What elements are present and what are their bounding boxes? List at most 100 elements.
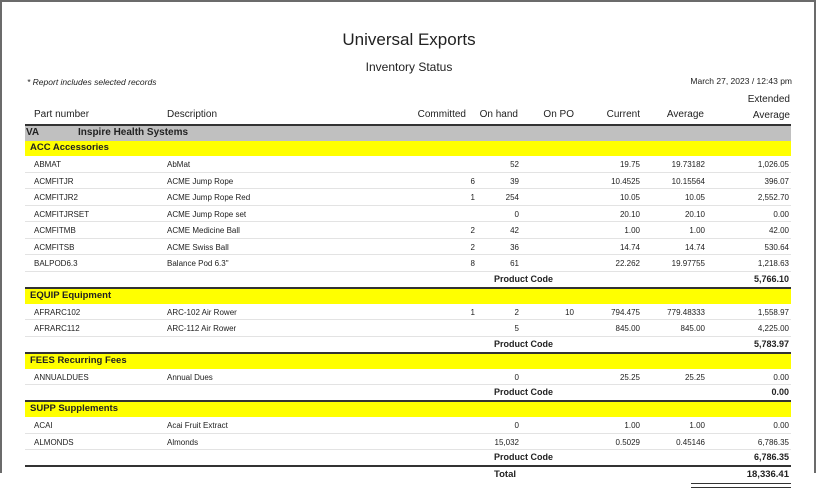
average: 14.74: [684, 242, 705, 252]
section-label: FEES Recurring Fees: [30, 354, 127, 366]
extended-average: 1,026.05: [757, 160, 789, 169]
on-hand: 42: [510, 226, 519, 235]
description: Annual Dues: [167, 372, 213, 382]
current: 19.75: [619, 160, 640, 169]
description: Almonds: [167, 437, 199, 447]
average: 779.48333: [667, 307, 705, 317]
column-header-committed: Committed: [417, 109, 466, 120]
section-label: EQUIP Equipment: [30, 289, 112, 301]
current: 20.10: [619, 209, 640, 219]
table-row[interactable]: ACMFITJR2 ACME Jump Rope Red 1 254 10.05 10.0…: [25, 189, 791, 206]
committed: 6: [470, 176, 475, 186]
committed: 1: [470, 307, 475, 317]
report-date-time: March 27, 2023 / 12:43 pm: [690, 76, 792, 86]
section-header: ACC Accessories: [25, 141, 791, 156]
current: 14.74: [619, 242, 640, 252]
description: ARC-112 Air Rower: [167, 324, 237, 333]
report-note: * Report includes selected records: [27, 77, 157, 87]
section-label: ACC Accessories: [30, 142, 109, 153]
description: ACME Medicine Ball: [167, 226, 240, 235]
extended-average: 4,225.00: [757, 324, 789, 333]
table-row[interactable]: AFRARC102 ARC-102 Air Rower 1 2 10 794.475 779…: [25, 304, 791, 320]
column-header-average: Average: [666, 109, 704, 120]
subtotal-label: Product Code: [494, 387, 554, 397]
subtotal-row: Product Code 5,766.10: [25, 272, 791, 287]
subtotal-value: 5,783.97: [753, 338, 789, 349]
current: 845.00: [615, 324, 640, 333]
part-number: ACMFITJR: [34, 176, 74, 186]
table-row[interactable]: ACMFITMB ACME Medicine Ball 2 42 1.00 1.00 42.…: [25, 222, 791, 239]
table-row[interactable]: ABMAT AbMat 52 19.75 19.73182 1,026.05: [25, 156, 791, 173]
subtotal-label: Product Code: [494, 273, 554, 284]
description: ARC-102 Air Rower: [167, 307, 237, 317]
group-header: VA Inspire Health Systems: [25, 124, 791, 141]
table-row[interactable]: ANNUALDUES Annual Dues 0 25.25 25.25 0.00: [25, 369, 791, 385]
description: ACME Jump Rope: [167, 176, 234, 186]
on-hand: 0: [514, 209, 519, 219]
extended-average: 1,218.63: [757, 259, 789, 268]
section-header: FEES Recurring Fees: [25, 351, 791, 369]
part-number: ACMFITSB: [34, 242, 75, 252]
table-row[interactable]: ACMFITJRSET ACME Jump Rope set 0 20.10 20.10…: [25, 206, 791, 222]
section-header: SUPP Supplements: [25, 400, 791, 417]
description: Acai Fruit Extract: [167, 421, 228, 430]
average: 845.00: [680, 324, 705, 333]
group-code: VA: [26, 127, 40, 138]
current: 1.00: [624, 421, 640, 430]
current: 10.4525: [611, 176, 640, 186]
table-row[interactable]: ACAI Acai Fruit Extract 0 1.00 1.00 0.00: [25, 417, 791, 434]
average: 20.10: [684, 209, 705, 219]
report-frame: [0, 0, 816, 473]
description: Balance Pod 6.3": [167, 259, 229, 268]
current: 10.05: [619, 193, 640, 202]
extended-average: 0.00: [773, 372, 789, 382]
average: 19.73182: [671, 160, 705, 169]
part-number: ACMFITJR2: [34, 193, 78, 202]
current: 22.262: [615, 259, 640, 268]
subtotal-value: 5,766.10: [753, 273, 789, 284]
part-number: ACAI: [34, 421, 53, 430]
table-row[interactable]: ACMFITSB ACME Swiss Ball 2 36 14.74 14.74 530.…: [25, 239, 791, 255]
committed: 1: [470, 193, 475, 202]
subtotal-value: 0.00: [771, 387, 789, 397]
table-row[interactable]: ALMONDS Almonds 15,032 0.5029 0.45146 6,786.3…: [25, 434, 791, 450]
inventory-table: VA Inspire Health Systems ACC Accessorie…: [25, 124, 791, 488]
table-row[interactable]: AFRARC112 ARC-112 Air Rower 5 845.00 845.00 4…: [25, 320, 791, 337]
part-number: ACMFITJRSET: [34, 209, 90, 219]
extended-average: 530.64: [764, 242, 789, 252]
part-number: BALPOD6.3: [34, 259, 78, 268]
average: 0.45146: [676, 437, 705, 447]
group-name: Inspire Health Systems: [78, 127, 189, 138]
on-hand: 36: [510, 242, 519, 252]
table-row[interactable]: ACMFITJR ACME Jump Rope 6 39 10.4525 10.15564…: [25, 173, 791, 189]
part-number: ANNUALDUES: [34, 372, 89, 382]
current: 0.5029: [615, 437, 640, 447]
subtotal-label: Product Code: [494, 338, 554, 349]
part-number: ABMAT: [34, 160, 61, 169]
section-header: EQUIP Equipment: [25, 286, 791, 304]
part-number: AFRARC112: [34, 324, 80, 333]
on-hand: 15,032: [494, 437, 519, 447]
on-hand: 52: [510, 160, 519, 169]
part-number: ACMFITMB: [34, 226, 76, 235]
extended-average: 0.00: [773, 421, 789, 430]
part-number: AFRARC102: [34, 307, 81, 317]
extended-average: 0.00: [773, 209, 789, 219]
extended-average: 2,552.70: [757, 193, 789, 202]
report-title: Inventory Status: [365, 60, 453, 74]
on-hand: 2: [514, 307, 519, 317]
column-header-on-po: On PO: [543, 109, 574, 120]
grand-total-row: Total 18,336.41: [25, 465, 791, 488]
table-row[interactable]: BALPOD6.3 Balance Pod 6.3" 8 61 22.262 19.977…: [25, 255, 791, 272]
part-number: ALMONDS: [34, 437, 74, 447]
current: 25.25: [619, 372, 640, 382]
total-value: 18,336.41: [746, 469, 789, 480]
committed: 2: [470, 242, 475, 252]
average: 25.25: [684, 372, 705, 382]
description: ACME Swiss Ball: [167, 242, 229, 252]
report-company-title: Universal Exports: [342, 30, 476, 49]
average: 19.97755: [671, 259, 705, 268]
double-underline: [691, 483, 791, 488]
average: 1.00: [689, 226, 705, 235]
average: 10.05: [684, 193, 705, 202]
